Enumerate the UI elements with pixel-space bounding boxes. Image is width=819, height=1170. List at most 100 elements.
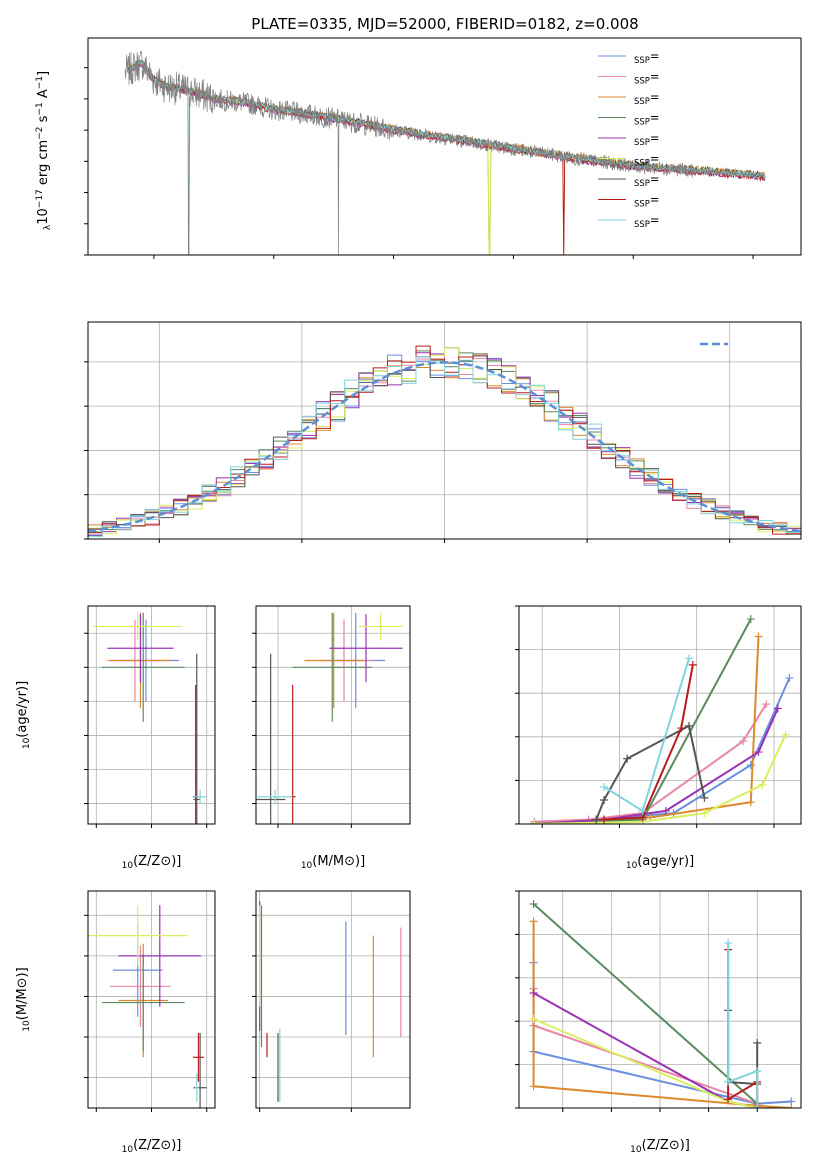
weight-marker: [592, 815, 601, 824]
legend-entry-sub: SSP: [634, 220, 650, 230]
legend-entry: SSP=: [634, 70, 660, 87]
legend-entry-sub: SSP: [634, 200, 650, 210]
weight-marker: [787, 1104, 796, 1108]
data-point: [195, 1073, 199, 1102]
data-point: [292, 612, 372, 722]
data-point: [256, 653, 286, 824]
y-axis-label-part: A: [36, 89, 51, 102]
data-point: [118, 905, 202, 1007]
weight-marker: [753, 1038, 762, 1047]
y-axis-label-sup: −2: [35, 126, 45, 139]
y-axis-label-sup: −17: [35, 189, 45, 208]
panel-residuals: [84, 321, 802, 543]
weight-marker: [599, 815, 608, 824]
data-point: [358, 612, 403, 641]
y-axis-label-sub: 10: [22, 737, 32, 749]
x-axis-label-sub: 10: [122, 861, 134, 871]
weight-marker: [529, 988, 538, 997]
weight-marker: [684, 721, 693, 730]
legend-entry-eq: =: [650, 49, 660, 63]
legend-entry-eq: =: [650, 213, 660, 227]
model-curves: [124, 50, 766, 255]
data-point: [193, 789, 207, 804]
weight-marker: [684, 654, 693, 663]
panel-z_age: 10(Z/Z⊙)]10(age/yr)]: [15, 605, 216, 871]
model-line: [127, 60, 766, 255]
figure-title: PLATE=0335, MJD=52000, FIBERID=0182, z=0…: [251, 15, 638, 33]
legend-entry-sub: SSP: [634, 97, 650, 107]
legend-entry-eq: =: [650, 172, 660, 186]
x-axis-label-part: (Z/Z⊙)]: [642, 1138, 690, 1153]
data-point: [192, 1032, 204, 1082]
error-bars: [259, 901, 402, 1102]
weight-marker: [529, 1015, 538, 1024]
weight-series: [532, 921, 792, 1108]
weight-marker: [754, 748, 763, 757]
axes-frame: [87, 37, 802, 256]
weight-marker: [746, 798, 755, 807]
legend-entry: SSP=: [634, 131, 660, 148]
legend-entry-eq: =: [650, 90, 660, 104]
legend-entry: SSP=: [634, 49, 660, 66]
y-axis-label-part: ]: [36, 71, 51, 76]
y-axis-label-sub: 10: [22, 1020, 32, 1032]
panel-z_weight: 10(Z/Z⊙)]: [515, 890, 802, 1155]
legend-entry-sub: SSP: [634, 159, 650, 169]
weight-series: [532, 962, 792, 1105]
y-axis-label-sup: −1: [35, 102, 45, 115]
legend-entry: SSP=: [634, 90, 660, 107]
x-axis-label: 10(Z/Z⊙)]: [630, 1138, 690, 1155]
x-axis-label-sub: 10: [122, 1145, 134, 1155]
y-axis-label: 10(M/M⊙)]: [15, 967, 32, 1031]
weight-marker: [529, 1082, 538, 1091]
weight-marker: [724, 939, 733, 948]
model-line: [127, 61, 766, 181]
axes-frame: [87, 321, 802, 540]
data-point: [193, 653, 201, 824]
data-point: [107, 614, 174, 683]
y-axis-label-sub: λ: [43, 224, 53, 230]
weight-marker: [599, 796, 608, 805]
model-line: [127, 60, 766, 179]
legend-entry-eq: =: [650, 193, 660, 207]
weight-series: [532, 903, 758, 1105]
axes-frame: [87, 605, 216, 825]
y-axis-label-part: s: [36, 115, 51, 126]
x-axis-label-sub: 10: [626, 861, 638, 871]
axes-frame: [255, 605, 411, 825]
weight-marker: [758, 780, 767, 789]
legend-entry-sub: SSP: [634, 138, 650, 148]
legend-entry-eq: =: [650, 152, 660, 166]
data-point: [93, 612, 182, 641]
panel-z_mass: 10(Z/Z⊙)]10(M/M⊙)]: [15, 890, 216, 1155]
weight-series: [533, 1018, 758, 1108]
weight-marker: [781, 730, 790, 739]
axes-frame: [518, 605, 802, 825]
panel-mass_age: 10(M/M⊙)]: [252, 605, 411, 871]
weight-marker: [688, 660, 697, 669]
x-axis-label: 10(age/yr)]: [626, 854, 694, 871]
panel-ebv_mass: [252, 890, 411, 1112]
y-axis-label-part: erg cm: [36, 140, 51, 189]
y-axis-label: λ10−17 erg cm−2 s−1 A−1]: [35, 71, 53, 230]
weight-marker: [773, 704, 782, 713]
axes-frame: [255, 890, 411, 1109]
weight-series: [533, 992, 758, 1108]
weight-marker: [530, 820, 539, 824]
weight-marker: [754, 632, 763, 641]
data-point: [329, 614, 403, 683]
weight-lines: [530, 615, 794, 824]
weight-marker: [762, 700, 771, 709]
weight-marker: [753, 1104, 762, 1108]
data-point: [101, 953, 185, 1052]
weight-marker: [599, 782, 608, 791]
weight-marker: [529, 917, 538, 926]
panel-age_weight: 10(age/yr)]: [515, 605, 802, 871]
weight-series: [727, 949, 759, 1108]
error-bars: [88, 905, 207, 1108]
panel-spectrum: λ10−17 erg cm−2 s−1 A−1]SSP=SSP=SSP=SSP=…: [35, 37, 802, 259]
error-bars: [93, 612, 207, 824]
legend-entry-sub: SSP: [634, 118, 650, 128]
y-axis-label: 10(age/yr)]: [15, 681, 32, 749]
